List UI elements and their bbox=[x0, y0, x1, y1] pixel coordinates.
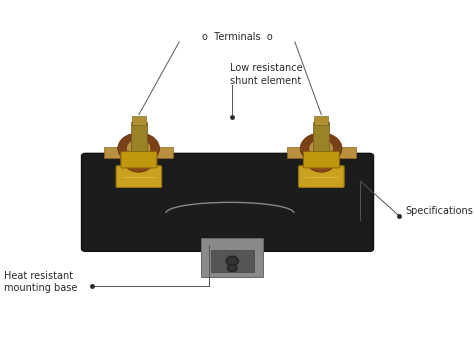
Bar bbox=[201, 238, 263, 277]
FancyBboxPatch shape bbox=[303, 152, 339, 168]
FancyBboxPatch shape bbox=[82, 153, 374, 251]
Text: Specifications: Specifications bbox=[405, 206, 473, 216]
Circle shape bbox=[131, 156, 146, 167]
Bar bbox=[284, 179, 358, 250]
Bar bbox=[313, 122, 329, 153]
Text: o  Terminals  o: o Terminals o bbox=[201, 32, 273, 42]
Bar bbox=[175, 179, 284, 250]
Circle shape bbox=[124, 151, 153, 172]
Bar bbox=[104, 147, 173, 158]
FancyBboxPatch shape bbox=[121, 152, 157, 168]
Circle shape bbox=[228, 264, 237, 272]
Text: 50
MV: 50 MV bbox=[133, 133, 144, 153]
Circle shape bbox=[118, 133, 159, 164]
Bar bbox=[211, 250, 254, 272]
Bar bbox=[131, 122, 147, 153]
Bar bbox=[287, 147, 356, 158]
Text: Heat resistant
mounting base: Heat resistant mounting base bbox=[4, 271, 77, 294]
FancyBboxPatch shape bbox=[299, 166, 344, 187]
Circle shape bbox=[309, 140, 333, 157]
Text: 50
AMP
LA: 50 AMP LA bbox=[314, 125, 328, 154]
Circle shape bbox=[313, 156, 328, 167]
Circle shape bbox=[127, 140, 150, 157]
Bar bbox=[102, 179, 175, 250]
Circle shape bbox=[307, 151, 336, 172]
Circle shape bbox=[301, 133, 342, 164]
Bar bbox=[314, 116, 328, 125]
FancyBboxPatch shape bbox=[116, 166, 162, 187]
Bar bbox=[132, 116, 146, 125]
Circle shape bbox=[226, 256, 238, 266]
Text: Low resistance
shunt element: Low resistance shunt element bbox=[230, 63, 302, 86]
